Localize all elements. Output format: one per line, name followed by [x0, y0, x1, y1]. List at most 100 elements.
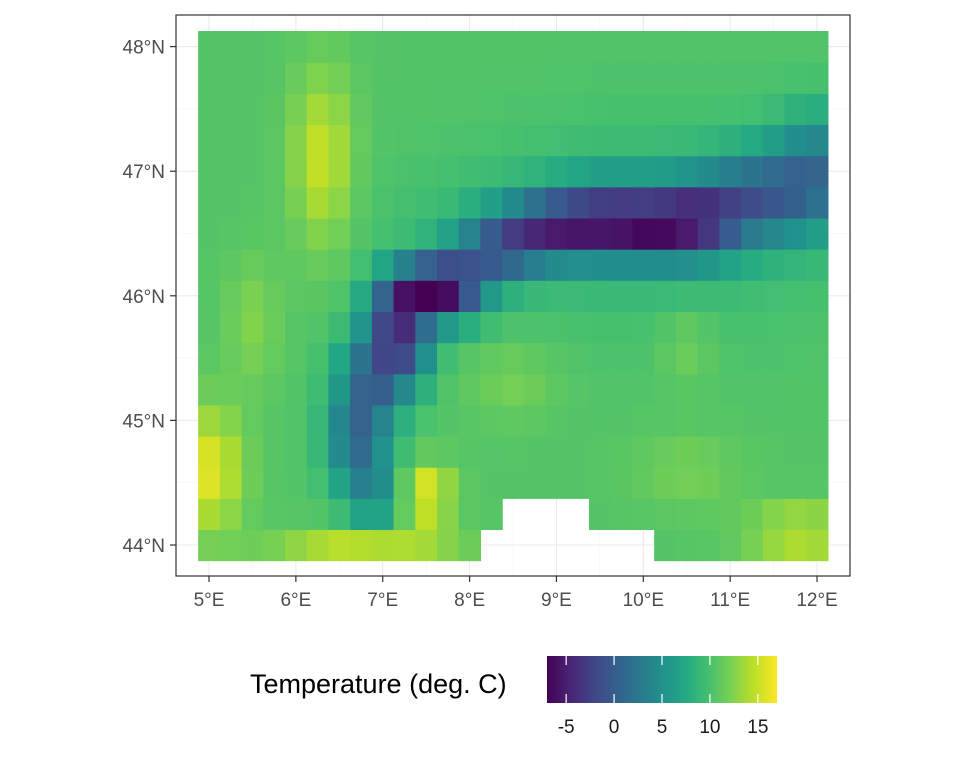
raster-cell-254	[306, 249, 330, 281]
raster-cell-363	[784, 155, 807, 188]
raster-cell-357	[654, 155, 677, 188]
raster-cell-425	[241, 62, 264, 94]
raster-cell-345	[393, 155, 416, 188]
raster-cell-17	[741, 529, 764, 562]
raster-cell-457	[306, 31, 330, 63]
raster-cell-218	[784, 311, 807, 344]
raster-cell-207	[545, 311, 568, 344]
raster-cell-382	[567, 124, 590, 157]
raster-cell-294	[545, 217, 568, 250]
raster-cell-338	[241, 155, 264, 188]
raster-cell-330	[697, 186, 720, 219]
raster-cell-464	[458, 31, 482, 63]
raster-cell-210	[610, 311, 634, 344]
raster-cell-4	[285, 529, 308, 562]
raster-cell-158	[741, 373, 764, 406]
raster-cell-285	[350, 217, 373, 250]
raster-cell-0	[198, 529, 221, 562]
raster-cell-396	[241, 93, 264, 126]
raster-cell-323	[545, 186, 568, 219]
raster-cell-71	[741, 467, 764, 499]
raster-cell-321	[502, 186, 525, 219]
raster-cell-38	[654, 498, 677, 531]
raster-cell-424	[219, 62, 243, 94]
raster-cell-186	[719, 342, 742, 375]
raster-cell-394	[198, 93, 221, 126]
raster-cell-91	[545, 435, 568, 468]
raster-cell-311	[285, 186, 308, 219]
raster-cell-397	[263, 93, 286, 126]
raster-cell-346	[415, 155, 438, 188]
raster-cell-100	[741, 435, 764, 468]
raster-cell-96	[654, 435, 677, 468]
x-tick-label-3: 8°E	[454, 590, 485, 611]
raster-cell-378	[480, 124, 503, 157]
raster-cell-361	[741, 155, 764, 188]
raster-cell-374	[393, 124, 416, 157]
raster-cell-75	[198, 435, 221, 468]
raster-cell-251	[241, 249, 264, 281]
raster-cell-280	[241, 217, 264, 250]
raster-cell-395	[219, 93, 243, 126]
raster-cell-101	[762, 435, 786, 468]
raster-cell-170	[371, 342, 395, 375]
raster-cell-77	[241, 435, 264, 468]
raster-cell-190	[806, 342, 829, 375]
raster-cell-362	[762, 155, 786, 188]
raster-cell-295	[567, 217, 590, 250]
raster-cell-209	[589, 311, 612, 344]
raster-cell-284	[328, 217, 351, 250]
raster-cell-398	[285, 93, 308, 126]
raster-cell-204	[480, 311, 503, 344]
raster-cell-252	[263, 249, 286, 281]
raster-cell-20	[806, 529, 829, 562]
raster-cell-454	[241, 31, 264, 63]
raster-cell-366	[219, 124, 243, 157]
raster-cell-84	[393, 435, 416, 468]
raster-cell-429	[328, 62, 351, 94]
raster-cell-110	[328, 404, 351, 437]
raster-cell-65	[610, 467, 634, 499]
raster-cell-202	[437, 311, 460, 344]
raster-cell-440	[567, 62, 590, 94]
raster-cell-64	[589, 467, 612, 499]
raster-cell-18	[762, 529, 786, 562]
raster-cell-49	[263, 467, 286, 499]
raster-cell-56	[415, 467, 438, 499]
raster-cell-40	[697, 498, 720, 531]
raster-cell-293	[523, 217, 547, 250]
raster-cell-262	[480, 249, 503, 281]
raster-cell-240	[632, 280, 655, 312]
raster-cell-368	[263, 124, 286, 157]
raster-cell-309	[241, 186, 264, 219]
raster-cell-98	[697, 435, 720, 468]
colorbar-label-3: 10	[699, 717, 720, 738]
raster-cell-402	[371, 93, 395, 126]
raster-cell-157	[719, 373, 742, 406]
raster-cell-173	[437, 342, 460, 375]
raster-cell-340	[285, 155, 308, 188]
raster-cell-331	[719, 186, 742, 219]
raster-cell-193	[241, 311, 264, 344]
raster-cell-237	[567, 280, 590, 312]
raster-cell-125	[654, 404, 677, 437]
raster-cell-198	[350, 311, 373, 344]
raster-cell-27	[328, 498, 351, 531]
raster-cell-2	[241, 529, 264, 562]
x-tick-label-5: 10°E	[623, 590, 664, 611]
raster-cell-88	[480, 435, 503, 468]
raster-cell-458	[328, 31, 351, 63]
raster-cell-69	[697, 467, 720, 499]
raster-cell-136	[263, 373, 286, 406]
raster-cell-195	[285, 311, 308, 344]
raster-cell-23	[241, 498, 264, 531]
raster-cell-415	[654, 93, 677, 126]
raster-cell-432	[393, 62, 416, 94]
raster-cell-103	[806, 435, 829, 468]
raster-cell-41	[719, 498, 742, 531]
raster-cell-459	[350, 31, 373, 63]
raster-cell-58	[458, 467, 482, 499]
raster-cell-468	[545, 31, 568, 63]
raster-cell-153	[632, 373, 655, 406]
raster-cell-373	[371, 124, 395, 157]
